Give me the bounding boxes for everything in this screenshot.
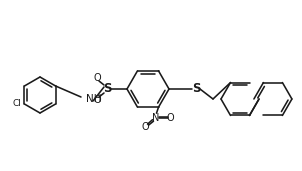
Text: Cl: Cl bbox=[13, 98, 22, 108]
Text: S: S bbox=[103, 82, 111, 95]
Text: S: S bbox=[192, 82, 200, 95]
Text: NH: NH bbox=[86, 94, 101, 104]
Text: N: N bbox=[152, 113, 159, 123]
Text: O: O bbox=[142, 122, 149, 132]
Text: O: O bbox=[167, 113, 174, 123]
Text: O: O bbox=[93, 73, 101, 83]
Text: O: O bbox=[93, 95, 101, 105]
